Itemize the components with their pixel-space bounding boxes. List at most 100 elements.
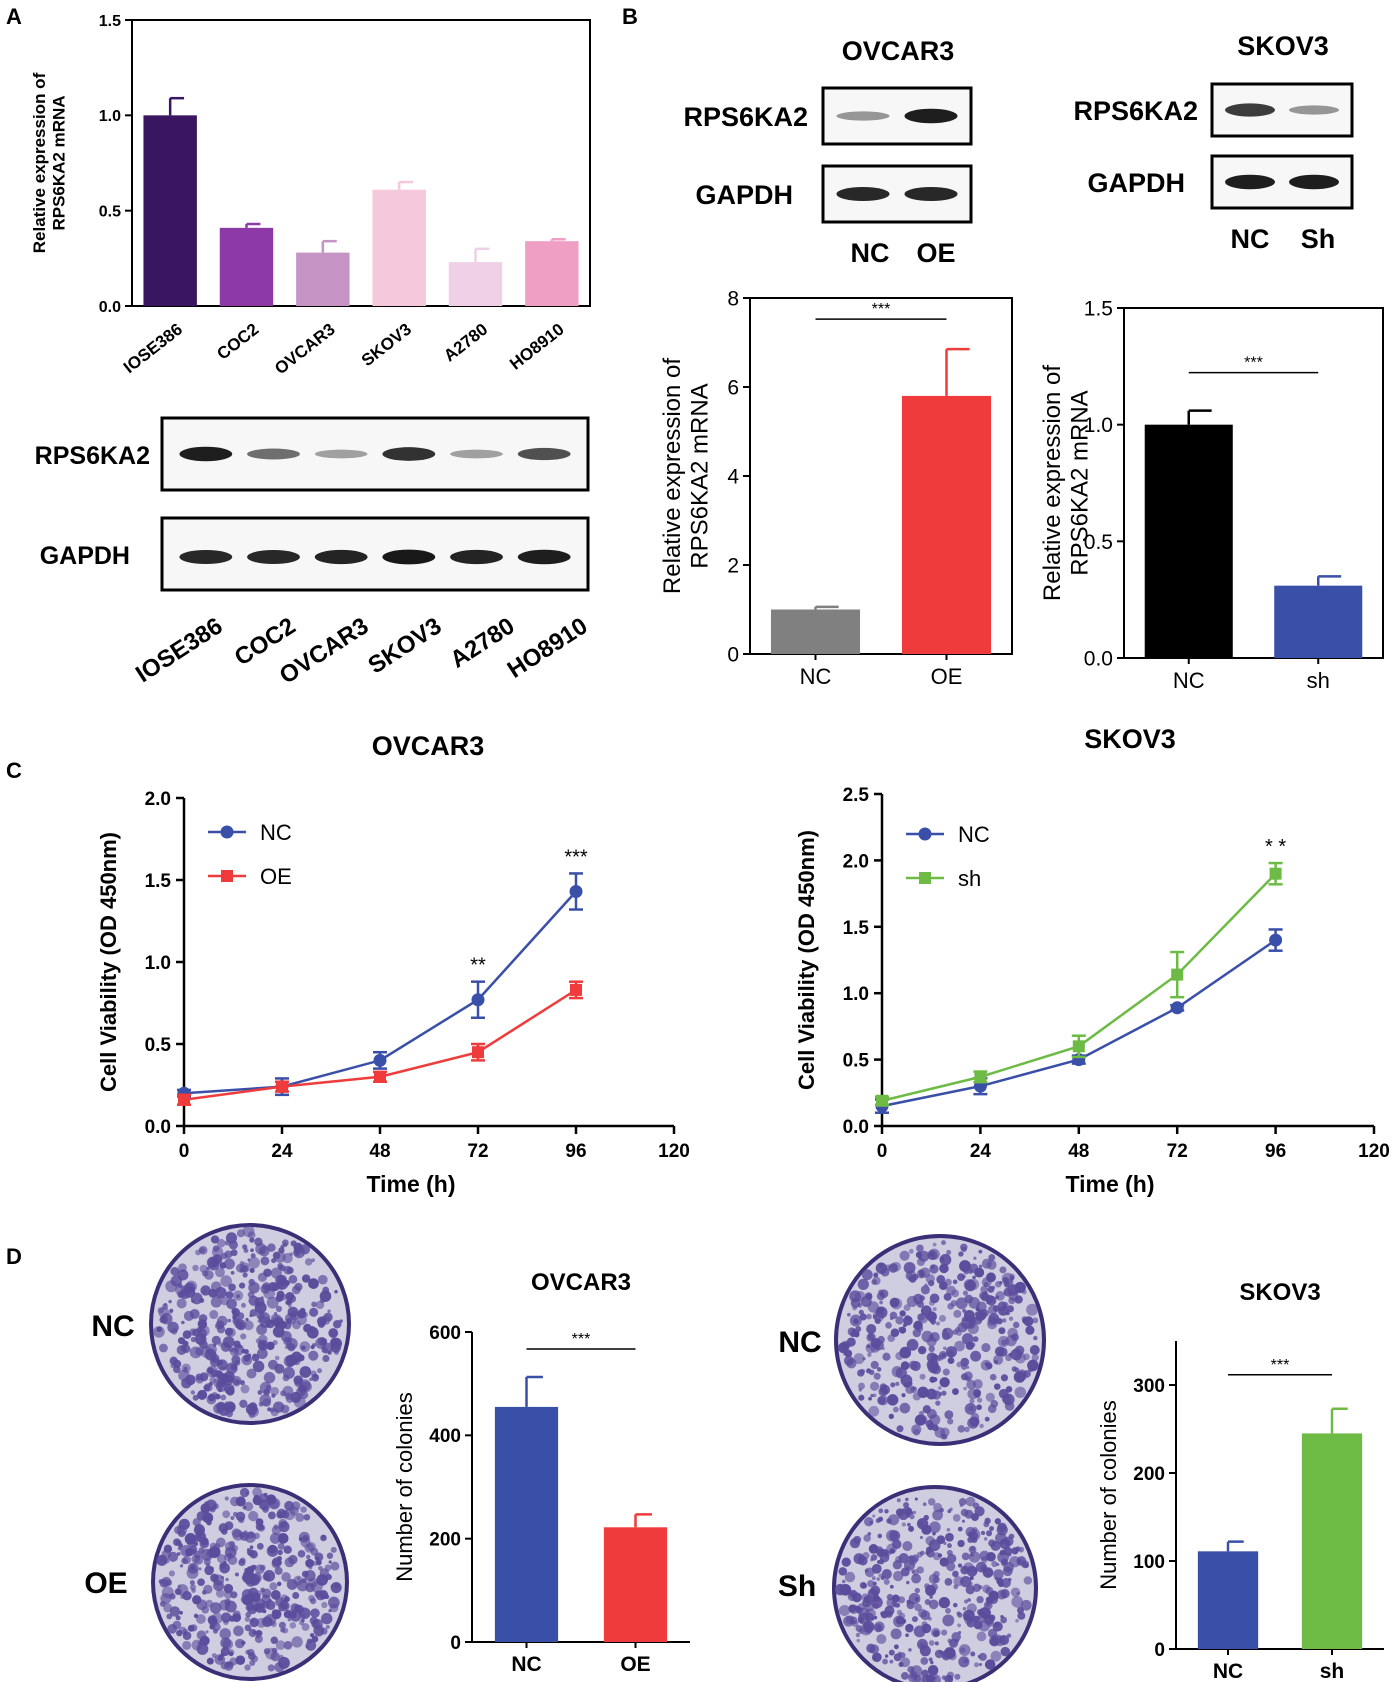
colony (249, 1309, 258, 1317)
colony (252, 1630, 257, 1635)
colony (298, 1531, 310, 1543)
colony (881, 1346, 885, 1351)
colony (947, 1418, 954, 1425)
y-tick-label: 6 (727, 377, 739, 400)
colony (942, 1614, 955, 1627)
y-tick-label: 1.5 (1084, 298, 1113, 321)
colony (919, 1267, 931, 1278)
colony (283, 1641, 293, 1650)
colony (243, 1354, 251, 1362)
protein-band (904, 186, 958, 202)
colony (992, 1621, 1003, 1632)
colony (224, 1327, 234, 1336)
colony (231, 1528, 242, 1538)
colony (273, 1524, 279, 1530)
colony (932, 1576, 940, 1584)
colony (282, 1242, 288, 1248)
colony (916, 1638, 928, 1650)
colony (932, 1509, 943, 1521)
bar-sh (1301, 1433, 1363, 1649)
legend-marker (220, 825, 234, 839)
colony (911, 1616, 918, 1623)
colony (197, 1578, 205, 1587)
colony (310, 1345, 315, 1350)
colony (214, 1393, 221, 1400)
colony (961, 1552, 970, 1561)
colony (1017, 1611, 1026, 1620)
colony (992, 1305, 1000, 1312)
data-point (876, 1094, 888, 1107)
colony (871, 1576, 876, 1581)
colony (314, 1552, 324, 1562)
colony (252, 1360, 265, 1373)
colony (882, 1658, 888, 1665)
colony (183, 1632, 187, 1636)
colony (920, 1285, 930, 1295)
colony (858, 1388, 863, 1392)
colony (870, 1360, 879, 1370)
colony (889, 1316, 894, 1321)
colony (916, 1517, 929, 1530)
colony (849, 1290, 862, 1303)
y-tick-label: 600 (429, 1323, 461, 1344)
colony (234, 1572, 239, 1577)
colony (868, 1544, 879, 1554)
colony (299, 1390, 309, 1400)
colony (1014, 1295, 1023, 1304)
colony (270, 1590, 281, 1600)
colony (973, 1256, 977, 1260)
bar-OE (603, 1527, 668, 1642)
colony (874, 1317, 881, 1325)
colony (866, 1368, 872, 1374)
colony (853, 1553, 865, 1565)
colony (291, 1636, 303, 1648)
colony (879, 1383, 888, 1391)
y-axis-label: Cell Viability (OD 450nm) (96, 832, 121, 1092)
colony (858, 1394, 865, 1401)
colony (267, 1511, 276, 1520)
colony (193, 1524, 206, 1536)
colony (287, 1343, 296, 1352)
chart-A_bar: 0.0 0.5 1.0 1.5 IOSE386 COC2 OVCAR3 SKOV3 A2780 H… (30, 13, 591, 378)
colony (282, 1374, 290, 1382)
colony (957, 1425, 966, 1433)
y-tick-label: 1.0 (99, 108, 121, 125)
colony (259, 1525, 265, 1531)
colony (305, 1554, 311, 1560)
colony (210, 1235, 220, 1244)
y-tick-label: 100 (1133, 1552, 1165, 1573)
colony (1020, 1599, 1032, 1611)
x-tick-label: 48 (369, 1141, 390, 1162)
colony (891, 1366, 903, 1378)
colony (946, 1543, 952, 1549)
colony (912, 1328, 922, 1338)
colony (872, 1276, 881, 1285)
colony (242, 1272, 248, 1278)
y-tick-label: 0.5 (145, 1035, 172, 1056)
colony (888, 1514, 900, 1526)
colony (289, 1609, 302, 1622)
colony (1002, 1566, 1013, 1577)
colony (308, 1278, 319, 1289)
x-tick-label: 96 (1265, 1141, 1286, 1162)
colony (866, 1323, 877, 1334)
colony (234, 1359, 241, 1366)
y-axis-label-line: Relative expression of (30, 72, 49, 253)
data-point (472, 1046, 484, 1059)
protein-band (517, 447, 571, 461)
colony (893, 1644, 899, 1650)
colony (912, 1392, 921, 1401)
colony (268, 1359, 278, 1370)
colony (274, 1251, 286, 1263)
colony (275, 1305, 283, 1313)
colony (900, 1657, 911, 1668)
colony (906, 1339, 919, 1351)
colony (939, 1377, 950, 1388)
colony (883, 1578, 890, 1585)
colony (280, 1390, 287, 1397)
colony (224, 1521, 234, 1530)
colony (1000, 1560, 1007, 1567)
colony (914, 1497, 918, 1501)
legend-marker (918, 827, 932, 841)
bar-NC (770, 609, 861, 654)
